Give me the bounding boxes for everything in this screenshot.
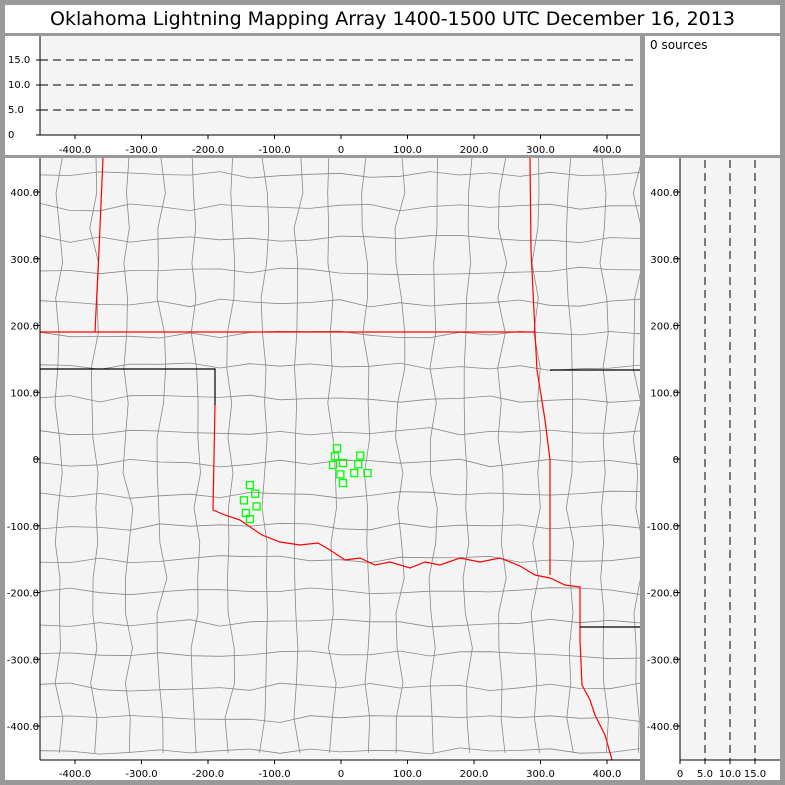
x-tick-label: 5.0 (697, 769, 713, 780)
x-tick-label: 0 (677, 769, 683, 780)
y-tick-label: 5.0 (8, 105, 24, 116)
source-marker (252, 502, 261, 511)
altitude-reference-lines (40, 59, 756, 760)
y-tick-label: 300.0 (10, 255, 39, 266)
x-tick-label: 400.0 (593, 769, 622, 780)
y-tick-label: 100.0 (650, 388, 679, 399)
x-tick-label: -400.0 (59, 145, 91, 156)
y-tick-label: 0 (673, 455, 679, 466)
source-marker (328, 460, 338, 470)
x-tick-label: 300.0 (526, 145, 555, 156)
state-borders (40, 157, 640, 761)
county-borders (39, 157, 644, 755)
x-tick-label: 0 (338, 769, 344, 780)
x-tick-label: 200.0 (460, 769, 489, 780)
y-tick-label: 200.0 (10, 322, 39, 333)
source-marker (251, 489, 260, 498)
source-marker (354, 460, 363, 469)
x-tick-label: -400.0 (59, 769, 91, 780)
x-tick-label: 0 (338, 145, 344, 156)
divider (640, 36, 645, 780)
source-marker (330, 452, 340, 461)
x-tick-label: -300.0 (125, 769, 157, 780)
source-marker (239, 496, 249, 505)
y-tick-label: -400.0 (7, 722, 39, 733)
x-tick-label: -100.0 (258, 769, 290, 780)
source-marker (363, 468, 372, 478)
x-tick-label: 15.0 (744, 769, 766, 780)
x-tick-label: 100.0 (393, 145, 422, 156)
y-tick-label: 15.0 (8, 55, 30, 66)
divider (5, 155, 780, 158)
y-tick-label: 200.0 (650, 322, 679, 333)
source-marker (338, 478, 348, 488)
x-tick-label: -200.0 (192, 145, 224, 156)
tick-marks: -400.0 -300.0 -200.0 -100.0 0 100.0 200.0 300.0… (7, 55, 766, 780)
x-tick-label: -200.0 (192, 769, 224, 780)
y-tick-label: -200.0 (647, 589, 679, 600)
source-marker (245, 514, 255, 524)
x-tick-label: 100.0 (393, 769, 422, 780)
y-tick-label: -200.0 (7, 589, 39, 600)
x-tick-label: 400.0 (593, 145, 622, 156)
source-marker (356, 451, 365, 460)
y-tick-label: -400.0 (647, 722, 679, 733)
y-tick-label: 400.0 (10, 188, 39, 199)
x-tick-label: 200.0 (460, 145, 489, 156)
x-tick-label: 10.0 (719, 769, 741, 780)
y-tick-label: -100.0 (647, 522, 679, 533)
y-tick-label: -300.0 (647, 655, 679, 666)
y-tick-label: -300.0 (7, 655, 39, 666)
source-count: 0 sources (650, 38, 708, 52)
source-marker (338, 458, 348, 468)
source-marker (332, 444, 342, 453)
source-marker (350, 468, 359, 478)
x-tick-label: -300.0 (125, 145, 157, 156)
y-tick-label: 100.0 (10, 388, 39, 399)
source-marker (245, 480, 255, 490)
y-tick-label: 10.0 (8, 80, 30, 91)
x-tick-label: 300.0 (526, 769, 555, 780)
y-tick-label: 400.0 (650, 188, 679, 199)
source-marker (336, 470, 345, 479)
y-tick-label: 300.0 (650, 255, 679, 266)
y-tick-label: -100.0 (7, 522, 39, 533)
y-tick-label: 0 (8, 130, 14, 141)
x-tick-label: -100.0 (258, 145, 290, 156)
page-title: Oklahoma Lightning Mapping Array 1400-15… (5, 5, 780, 33)
source-markers (239, 444, 372, 524)
source-count-panel: 0 sources (645, 36, 780, 155)
y-tick-label: 0 (33, 455, 39, 466)
